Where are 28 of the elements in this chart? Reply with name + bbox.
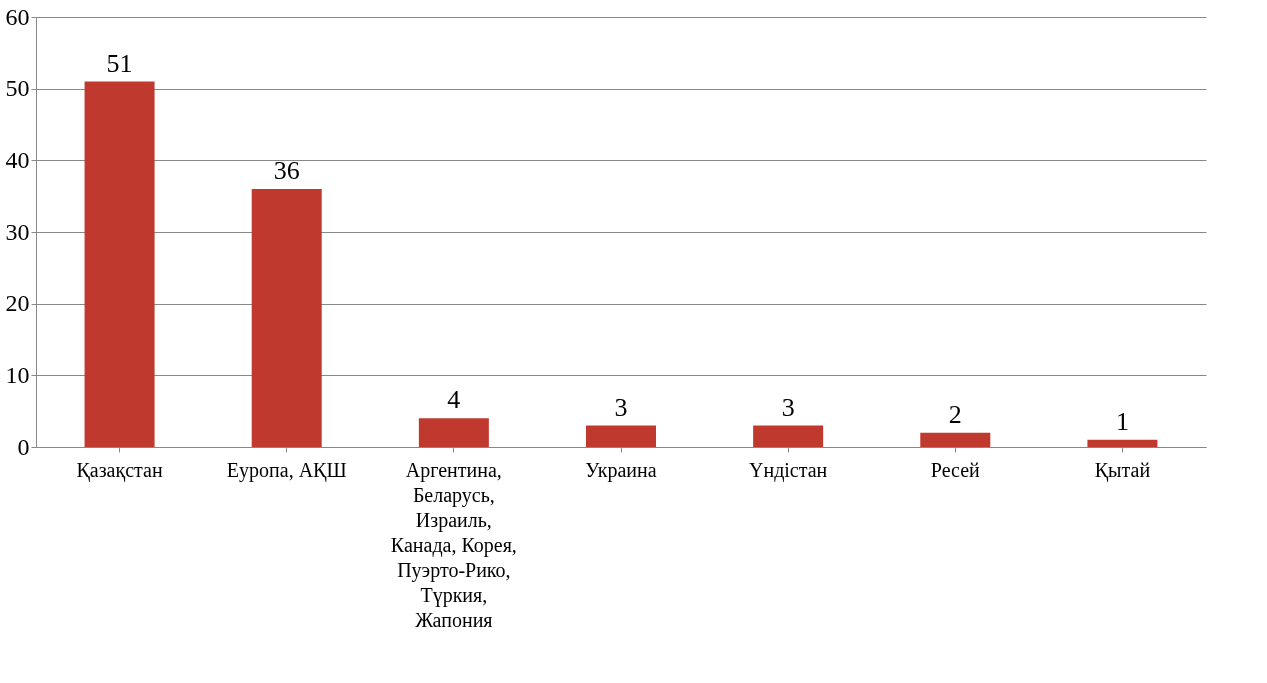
- x-tick-label: Украина: [585, 458, 657, 482]
- bar: [1087, 439, 1158, 447]
- x-tick-label: Қазақстан: [76, 458, 163, 482]
- data-label: 2: [948, 399, 962, 429]
- y-tick-label: 40: [5, 146, 30, 173]
- data-label: 3: [614, 392, 628, 422]
- bar: [418, 418, 489, 447]
- bar: [920, 432, 991, 447]
- bar: [251, 189, 322, 447]
- data-label: 1: [1115, 406, 1129, 436]
- y-tick-label: 30: [5, 218, 30, 245]
- y-tick-label: 0: [17, 433, 30, 460]
- x-tick-label: Еуропа, АҚШ: [226, 458, 347, 482]
- y-tick-label: 60: [5, 3, 30, 30]
- data-label: 4: [447, 385, 461, 415]
- data-label: 3: [781, 392, 795, 422]
- y-tick-label: 10: [5, 361, 30, 388]
- bar: [586, 425, 656, 447]
- data-label: 51: [106, 48, 133, 78]
- x-tick-label: Ресей: [930, 458, 981, 481]
- x-tick-label: Аргентина, Беларусь, Израиль, Канада, Корея, Пуэрто-Рико, Түркия, Жапония: [390, 458, 517, 631]
- y-tick-label: 50: [5, 75, 30, 102]
- x-tick-label: Қытай: [1094, 458, 1151, 482]
- y-tick-label: 20: [5, 290, 30, 317]
- bar: [84, 81, 155, 447]
- data-label: 36: [273, 156, 300, 185]
- x-tick-label: Үндістан: [748, 458, 828, 482]
- bar: [753, 425, 824, 447]
